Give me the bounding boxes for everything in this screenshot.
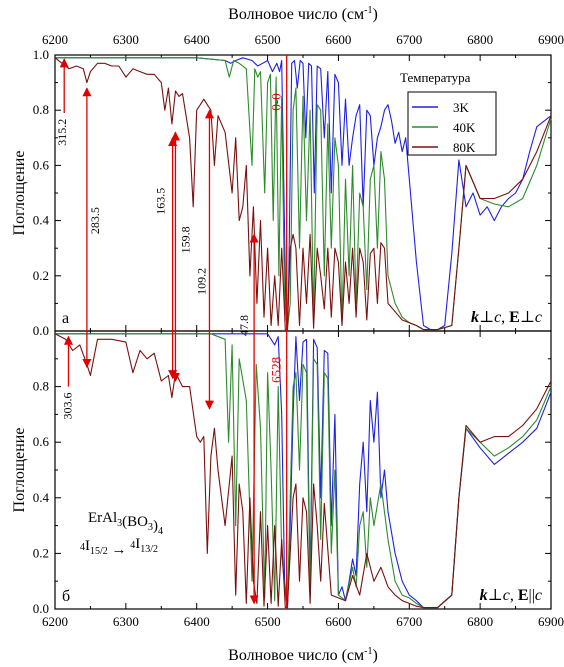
- annotation-163: 163.5: [154, 188, 168, 215]
- bottom-x-tick-label: 6500: [255, 614, 281, 629]
- panel-label: а: [62, 310, 69, 327]
- y-tick-label: 0.4: [33, 213, 50, 228]
- y-tick-label: 0.2: [33, 268, 49, 283]
- y-tick-label: 0.0: [33, 601, 49, 616]
- y-tick-label: 0.6: [33, 157, 50, 172]
- y-tick-label: 1.0: [33, 47, 49, 62]
- series-line-40K-panel-1: [55, 333, 552, 609]
- top-axis-title: Волновое число (см-1): [228, 5, 378, 23]
- top-x-tick-label: 6800: [467, 32, 493, 47]
- bottom-x-tick-label: 6400: [184, 614, 210, 629]
- top-x-tick-label: 6400: [184, 32, 210, 47]
- legend-label-3K: 3K: [453, 100, 470, 115]
- transition-label: 4I15/2 → 4I13/2: [80, 536, 158, 558]
- legend-box: [407, 91, 497, 156]
- legend-label-40K: 40K: [453, 120, 476, 135]
- y-tick-label: 0.0: [33, 323, 49, 338]
- bottom-x-tick-label: 6300: [113, 614, 139, 629]
- y-tick-label: 0.4: [33, 490, 50, 505]
- y-tick-label: 0.8: [33, 379, 49, 394]
- legend-label-80K: 80K: [453, 140, 476, 155]
- annotation-159: 159.8: [178, 226, 192, 253]
- series-line-80K-panel-1: [54, 333, 552, 609]
- y-tick-label: 0.6: [33, 434, 50, 449]
- annotation-283: 283.5: [88, 207, 102, 234]
- polarization-label-top: k⊥c, E⊥c: [471, 309, 542, 326]
- y-axis-title: Поглощение: [11, 151, 28, 236]
- top-x-tick-label: 6600: [325, 32, 351, 47]
- annotation-6528: 6528: [269, 357, 284, 383]
- compound-label: ErAl3(BO3)4: [88, 510, 163, 537]
- annotation-303: 303.6: [60, 393, 74, 420]
- annotation-00: 0-0: [269, 93, 284, 110]
- top-x-tick-label: 6700: [396, 32, 422, 47]
- bottom-x-tick-label: 6200: [42, 614, 68, 629]
- annotation-315: 315.2: [55, 119, 69, 146]
- y-tick-label: 0.2: [33, 545, 49, 560]
- bottom-x-tick-label: 6900: [538, 614, 564, 629]
- series-line-3K-panel-0: [55, 57, 552, 331]
- polarization-label-bottom: k⊥c, E||c: [480, 587, 542, 604]
- annotation-109: 109.2: [194, 268, 208, 295]
- top-x-tick-label: 6300: [113, 32, 139, 47]
- y-axis-title: Поглощение: [11, 428, 28, 513]
- top-x-tick-label: 6900: [538, 32, 564, 47]
- bottom-x-tick-label: 6600: [325, 614, 351, 629]
- legend-title: Температура: [400, 70, 471, 85]
- annotation-47: 47.8: [237, 315, 251, 336]
- bottom-axis-title: Волновое число (см-1): [228, 646, 378, 664]
- bottom-x-tick-label: 6800: [467, 614, 493, 629]
- top-x-tick-label: 6200: [42, 32, 68, 47]
- top-x-tick-label: 6500: [255, 32, 281, 47]
- bottom-x-tick-label: 6700: [396, 614, 422, 629]
- panel-label: б: [62, 588, 70, 605]
- series-line-80K-panel-0: [54, 57, 552, 331]
- y-tick-label: 0.8: [33, 102, 49, 117]
